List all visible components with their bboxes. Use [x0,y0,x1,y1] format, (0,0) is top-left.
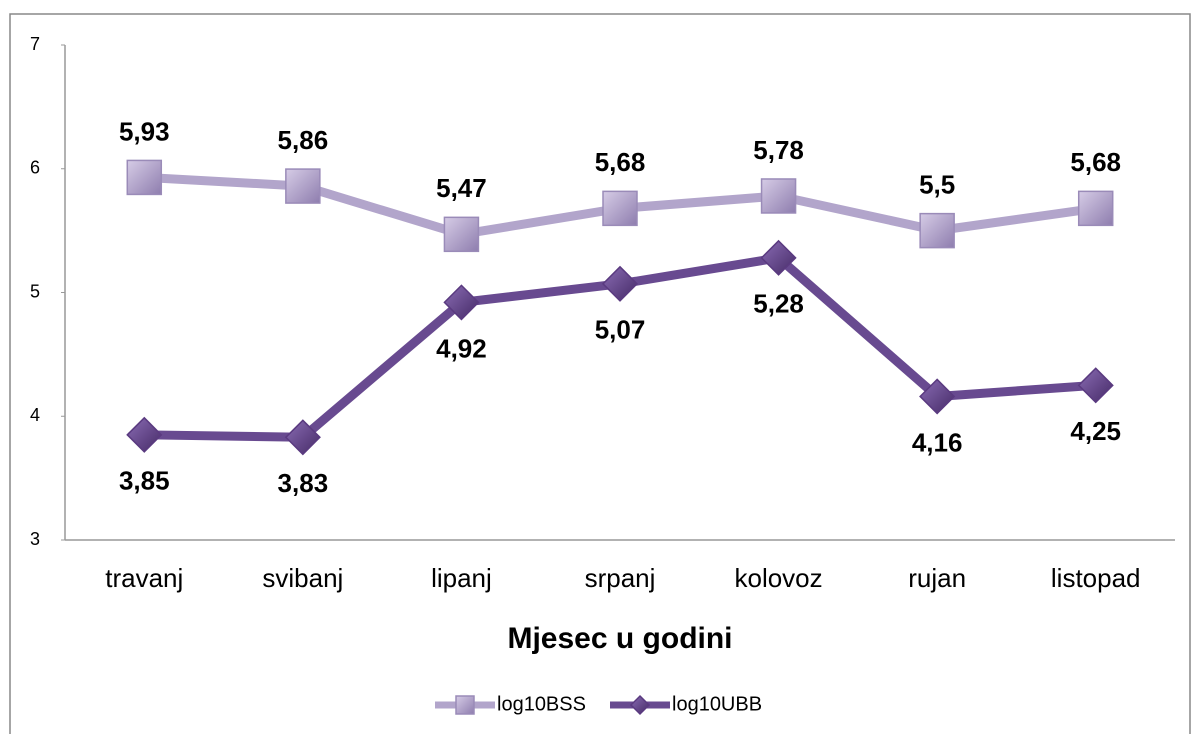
data-label: 4,16 [912,427,963,457]
legend-label: log10BSS [497,693,586,715]
square-marker [602,190,638,227]
x-tick-label: kolovoz [734,563,822,593]
x-axis-title: Mjesec u godini [507,622,732,655]
data-label: 5,07 [595,315,646,345]
diamond-marker [126,416,163,453]
diamond-marker [284,419,321,456]
square-marker [285,168,321,204]
data-label: 5,28 [753,289,804,319]
data-label: 5,5 [919,170,955,200]
legend-label: log10UBB [672,693,762,715]
square-marker [455,695,475,715]
data-label: 4,25 [1070,416,1121,446]
diamond-marker [760,239,797,276]
diamond-marker [1077,367,1114,404]
x-tick-label: lipanj [431,563,492,593]
data-label: 5,78 [753,135,804,165]
y-tick-label: 7 [30,34,40,54]
x-tick-label: travanj [105,563,183,593]
data-label: 3,83 [278,468,329,498]
square-marker [1077,190,1114,227]
x-tick-label: listopad [1051,563,1141,593]
data-label: 5,86 [278,125,329,155]
y-tick-label: 4 [30,405,40,425]
data-label: 5,68 [595,147,646,177]
square-marker [443,216,480,253]
y-tick-label: 5 [30,281,40,301]
square-marker [126,159,163,196]
x-tick-label: srpanj [585,563,656,593]
data-label: 5,68 [1070,147,1121,177]
x-tick-label: rujan [908,563,966,593]
data-label: 4,92 [436,333,487,363]
square-marker [919,212,955,249]
data-label: 5,47 [436,173,487,203]
square-marker [760,178,797,214]
x-tick-label: svibanj [262,563,343,593]
y-tick-label: 6 [30,158,40,178]
diamond-marker [601,265,639,302]
diamond-marker [443,284,480,321]
y-tick-label: 3 [30,529,40,549]
data-label: 5,93 [119,116,170,146]
diamond-marker [629,694,651,716]
chart-border [9,13,1191,734]
data-label: 3,85 [119,466,170,496]
diamond-marker [919,378,956,415]
